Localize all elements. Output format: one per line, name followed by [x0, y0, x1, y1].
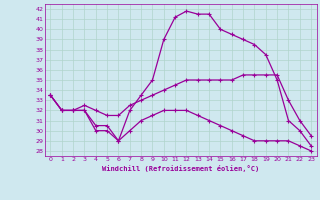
X-axis label: Windchill (Refroidissement éolien,°C): Windchill (Refroidissement éolien,°C): [102, 165, 260, 172]
